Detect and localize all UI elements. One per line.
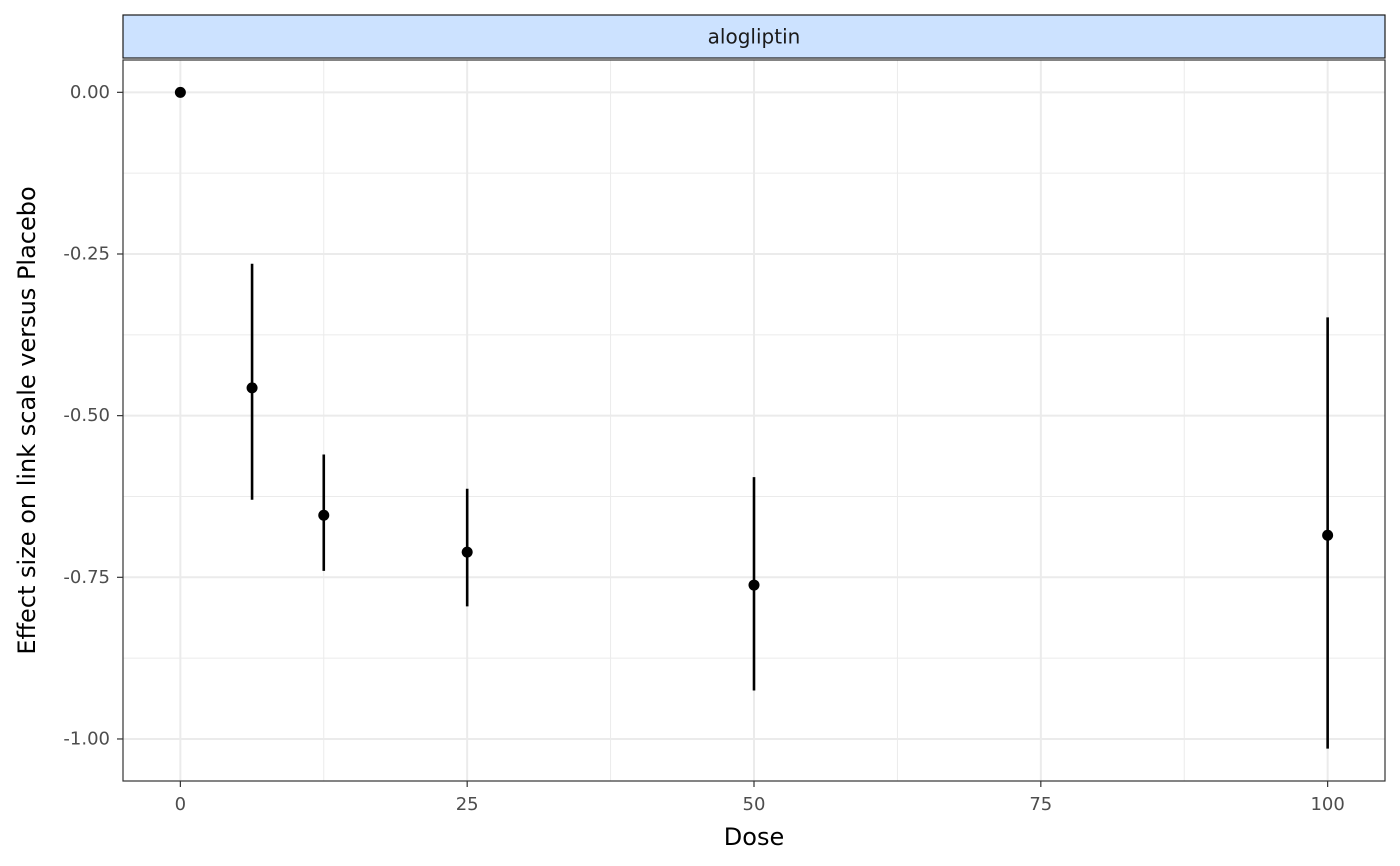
data-marks	[174, 86, 1334, 749]
x-tick-label: 100	[1310, 794, 1344, 815]
x-tick-label: 0	[175, 794, 186, 815]
y-tick-label: -0.25	[63, 243, 110, 264]
data-point	[748, 579, 760, 591]
x-axis-ticks: 0 25 50 75 100	[175, 781, 1345, 815]
y-axis-title: Effect size on link scale versus Placebo	[13, 186, 41, 654]
x-tick-label: 50	[743, 794, 766, 815]
y-tick-label: -1.00	[63, 728, 110, 749]
y-axis-ticks: 0.00 -0.25 -0.50 -0.75 -1.00	[63, 82, 123, 749]
data-point	[174, 86, 186, 98]
data-point	[246, 382, 258, 394]
y-tick-label: 0.00	[70, 82, 110, 103]
x-tick-label: 75	[1029, 794, 1052, 815]
facet-strip: alogliptin	[122, 14, 1386, 59]
facet-label: alogliptin	[708, 25, 801, 49]
x-axis-title: Dose	[724, 823, 784, 851]
x-tick-label: 25	[456, 794, 479, 815]
data-point	[318, 509, 330, 521]
facet-strip-background	[122, 14, 1386, 59]
data-point	[461, 546, 473, 558]
y-tick-label: -0.75	[63, 567, 110, 588]
y-tick-label: -0.50	[63, 405, 110, 426]
data-point	[1322, 529, 1334, 541]
